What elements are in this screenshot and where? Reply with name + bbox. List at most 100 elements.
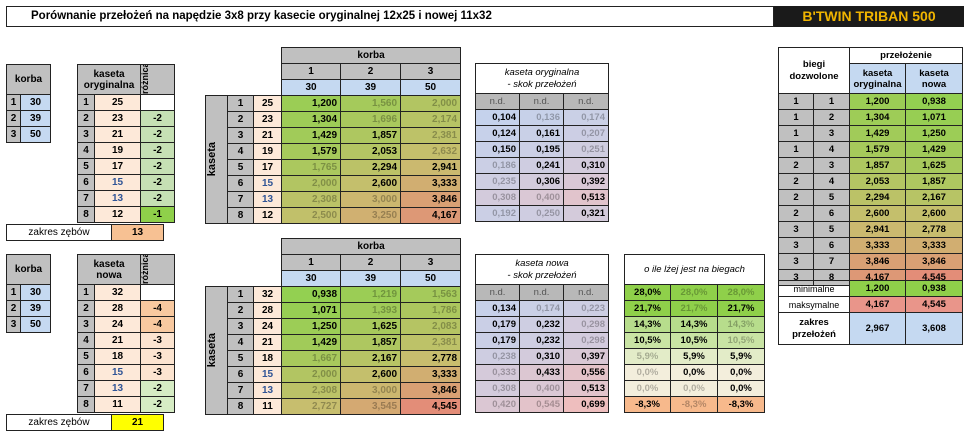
new-left-kaseta-idx: 6 xyxy=(77,364,96,381)
new-left-roznica: -3 xyxy=(140,332,176,349)
new-left-row: 3 50 3 24 -4 xyxy=(6,316,176,333)
new-left-kaseta-teeth: 28 xyxy=(94,300,142,317)
gear-row: 3 5 2,941 2,778 xyxy=(778,221,964,238)
orig-ratio-kaseta-teeth: 23 xyxy=(252,111,283,128)
new-skok-row: n.d. n.d. n.d. xyxy=(475,284,609,301)
orig-ratio-kaseta-vertical: kaseta xyxy=(206,142,219,177)
orig-ratio-row: kaseta 1 25 1,200 1,560 2,000 xyxy=(205,95,462,224)
new-ratio-ratio-cell: 1,219 xyxy=(340,286,402,303)
orig-left-kaseta-teeth: 15 xyxy=(94,174,142,191)
orig-ratio-row: 8 12 2,500 3,250 4,167 xyxy=(206,207,462,224)
pct-cell: 5,9% xyxy=(624,348,671,365)
gear-row: 2 5 2,294 2,167 xyxy=(778,189,964,206)
orig-ratio-kaseta-teeth: 25 xyxy=(252,95,283,112)
new-ratio-ratio-cell: 1,071 xyxy=(281,302,342,319)
orig-korba-teeth: 50 xyxy=(400,79,462,96)
orig-left-gap xyxy=(51,127,78,143)
max-label: maksymalne xyxy=(778,296,850,313)
gear-kaseta: 3 xyxy=(812,157,851,174)
gear-kaseta: 4 xyxy=(812,141,851,158)
orig-ratio-ratio-cell: 3,250 xyxy=(340,207,402,224)
new-ratio-kaseta-idx: 8 xyxy=(227,398,254,415)
pct-row: 0,0% 0,0% 0,0% xyxy=(624,380,766,397)
orig-left-gap xyxy=(51,95,78,111)
new-skok-cell: 0,397 xyxy=(563,348,609,365)
orig-skok-cell: 0,308 xyxy=(475,189,520,206)
pct-cell: 28,0% xyxy=(716,284,766,301)
new-korba-idx: 1 xyxy=(281,254,342,271)
new-left-empty xyxy=(21,333,51,349)
orig-ratio-kaseta-idx: 7 xyxy=(227,191,254,208)
orig-ratio-ratio-cell: 1,696 xyxy=(340,111,402,128)
orig-korba-header: korba xyxy=(5,64,52,95)
orig-skok-row: 0,308 0,400 0,513 xyxy=(475,189,609,206)
orig-left-kaseta-teeth: 12 xyxy=(94,206,142,223)
gear-ratio-orig: 1,429 xyxy=(849,125,907,142)
orig-left-row: 8 12 -1 xyxy=(7,206,176,223)
pct-row: 5,9% 5,9% 5,9% xyxy=(624,348,766,365)
new-left-kaseta-idx: 8 xyxy=(77,396,96,413)
orig-ratio-ratio-cell: 1,560 xyxy=(340,95,402,112)
new-skok-cell: 0,179 xyxy=(475,316,520,333)
orig-left-row: 3 50 3 21 -2 xyxy=(6,126,176,143)
new-left-row: 2 39 2 28 -4 xyxy=(6,300,176,317)
new-skok-cell: 0,545 xyxy=(519,396,564,413)
orig-ratio-row: 2 23 1,304 1,696 2,174 xyxy=(206,111,462,128)
new-left-empty xyxy=(7,333,21,349)
pct-cell: 0,0% xyxy=(670,380,718,397)
orig-left-kaseta-idx: 1 xyxy=(77,94,96,111)
orig-ratio-ratio-cell: 2,294 xyxy=(340,159,402,176)
new-left-kaseta-teeth: 24 xyxy=(94,316,142,333)
new-ratio-row: kaseta 1 32 0,938 1,219 1,563 xyxy=(205,286,462,415)
new-skok-row: 0,134 0,174 0,223 xyxy=(475,300,609,317)
gear-row: 1 3 1,429 1,250 xyxy=(778,125,964,142)
new-left-row: 6 15 -3 xyxy=(7,364,176,381)
pct-table: o ile lżej jest na biegach 28,0% 28,0% 28,… xyxy=(623,254,766,413)
orig-ratio-kaseta-teeth: 13 xyxy=(252,191,283,208)
gear-ratio-orig: 3,333 xyxy=(849,237,907,254)
gear-row: 1 4 1,579 1,429 xyxy=(778,141,964,158)
orig-ratio-row: 6 15 2,000 2,600 3,333 xyxy=(206,175,462,192)
orig-left-gap xyxy=(51,175,78,191)
gear-ratio-new: 0,938 xyxy=(905,93,964,110)
new-kaseta-header: kaseta nowa xyxy=(77,254,142,285)
pct-row: 10,5% 10,5% 10,5% xyxy=(624,332,766,349)
new-ratio-table: korba 1 2 3 30 39 50 kaseta 1 32 0,938 1,219… xyxy=(205,238,462,415)
orig-left-gap xyxy=(51,191,78,207)
new-skok-cell: 0,400 xyxy=(519,380,564,397)
new-left-roznica xyxy=(140,284,176,301)
pct-cell: 0,0% xyxy=(716,380,766,397)
gear-ratio-new: 1,429 xyxy=(905,141,964,158)
orig-left-roznica: -2 xyxy=(140,158,176,175)
orig-skok-cell: 0,250 xyxy=(519,205,564,222)
new-ratio-row: 8 11 2,727 3,545 4,545 xyxy=(206,398,462,415)
orig-ratio-ratio-cell: 2,053 xyxy=(340,143,402,160)
new-ratio-kaseta-teeth: 18 xyxy=(252,350,283,367)
gear-korba: 1 xyxy=(778,141,814,158)
orig-left-kaseta-idx: 6 xyxy=(77,174,96,191)
col-orig-header: kaseta oryginalna xyxy=(849,63,907,94)
new-left-row: 1 30 1 32 xyxy=(6,284,176,301)
pct-cell: -8,3% xyxy=(624,396,671,413)
orig-left-kaseta-idx: 3 xyxy=(77,126,96,143)
orig-left-kaseta-idx: 4 xyxy=(77,142,96,159)
gear-ratio-new: 1,250 xyxy=(905,125,964,142)
orig-skok-table: kaseta oryginalna - skok przełożeń n.d. n.… xyxy=(475,63,609,222)
new-ratio-ratio-cell: 2,600 xyxy=(340,366,402,383)
new-ratio-ratio-cell: 1,667 xyxy=(281,350,342,367)
zakres-orig: 2,967 xyxy=(849,312,906,345)
orig-left-korba-teeth: 39 xyxy=(19,110,52,127)
pct-cell: 0,0% xyxy=(716,364,766,381)
orig-skok-cell: 0,321 xyxy=(563,205,609,222)
orig-left-roznica: -1 xyxy=(140,206,176,223)
orig-ratio-ratio-cell: 2,600 xyxy=(340,175,402,192)
orig-left-kaseta-idx: 5 xyxy=(77,158,96,175)
new-skok-cell: 0,298 xyxy=(563,332,609,349)
new-ratio-kaseta-idx: 4 xyxy=(227,334,254,351)
orig-ratio-ratio-cell: 2,308 xyxy=(281,191,342,208)
min-label: minimalne xyxy=(778,280,850,297)
orig-ratio-kaseta-idx: 1 xyxy=(227,95,254,112)
orig-left-roznica: -2 xyxy=(140,110,176,127)
new-skok-cell: 0,179 xyxy=(475,332,520,349)
pct-cell: -8,3% xyxy=(670,396,718,413)
